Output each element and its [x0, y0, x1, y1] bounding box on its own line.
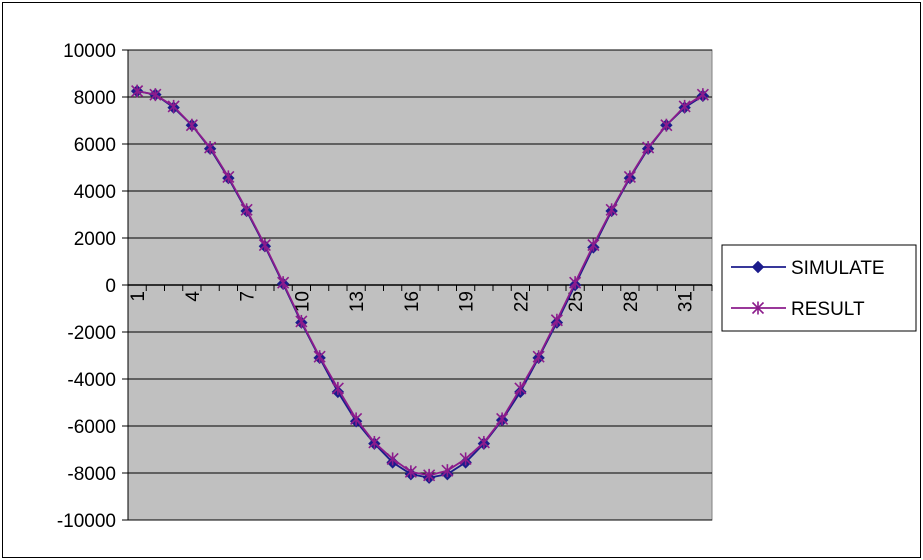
data-point: [696, 88, 709, 102]
data-point: [240, 203, 253, 217]
data-point: [167, 99, 180, 113]
data-point: [131, 84, 144, 98]
y-tick-label: -6000: [67, 417, 116, 438]
data-point: [496, 412, 509, 426]
data-point: [642, 141, 655, 155]
x-tick-label: 13: [347, 291, 368, 312]
legend-marker: [751, 301, 765, 315]
data-point: [459, 452, 472, 466]
x-tick-label: 16: [402, 291, 423, 312]
data-point: [678, 99, 691, 113]
x-tick-label: 28: [621, 291, 642, 312]
data-point: [605, 203, 618, 217]
data-point: [185, 118, 198, 132]
legend-label: RESULT: [791, 299, 865, 320]
data-point: [222, 170, 235, 184]
x-tick-labels: 1 4 7 10 13 16 19 22 25 28 31: [128, 291, 697, 313]
legend: SIMULATE RESULT: [721, 244, 917, 332]
legend-item-result: RESULT: [731, 299, 865, 320]
x-tick-label: 7: [238, 291, 259, 302]
data-point: [569, 276, 582, 290]
legend-label: SIMULATE: [791, 258, 885, 279]
legend-box: [721, 244, 917, 332]
y-tick-label: 10000: [63, 41, 116, 62]
data-point: [149, 88, 162, 102]
data-point: [258, 238, 271, 252]
data-point: [295, 314, 308, 328]
y-tick-label: -4000: [67, 370, 116, 391]
y-tick-label: -8000: [67, 464, 116, 485]
series-result: [131, 84, 709, 482]
data-point: [404, 465, 417, 479]
y-tick-label: -2000: [67, 323, 116, 344]
y-tick-label: -10000: [57, 511, 116, 532]
y-tick-label: 4000: [74, 182, 116, 203]
y-tick-label: 6000: [74, 135, 116, 156]
data-point: [423, 468, 436, 482]
y-tick-label: 0: [105, 276, 116, 297]
x-tick-label: 1: [128, 291, 149, 302]
y-tick-labels: 10000 8000 6000 4000 2000 0 -2000 -4000 -6000 -80…: [57, 41, 116, 532]
x-tick-label: 22: [511, 291, 532, 312]
x-tick-label: 10: [292, 291, 313, 312]
series: [130, 84, 710, 484]
legend-item-simulate: SIMULATE: [731, 258, 885, 279]
data-point: [331, 381, 344, 395]
data-point: [368, 435, 381, 449]
data-point: [204, 141, 217, 155]
x-tick-label: 19: [457, 291, 478, 312]
legend-marker: [751, 260, 765, 274]
data-point: [532, 350, 545, 364]
data-point: [313, 350, 326, 364]
axes: [122, 49, 713, 521]
y-tick-label: 8000: [74, 88, 116, 109]
x-tick-label: 31: [676, 291, 697, 312]
data-point: [477, 435, 490, 449]
data-point: [350, 412, 363, 426]
data-point: [514, 381, 527, 395]
x-tick-label: 25: [566, 291, 587, 312]
y-tick-label: 2000: [74, 229, 116, 250]
data-point: [277, 276, 290, 290]
data-point: [660, 118, 673, 132]
data-point: [386, 452, 399, 466]
data-point: [623, 170, 636, 184]
data-point: [587, 238, 600, 252]
series-line: [136, 90, 704, 477]
data-point: [441, 464, 454, 478]
x-tick-label: 4: [183, 291, 204, 302]
data-point: [550, 313, 563, 327]
